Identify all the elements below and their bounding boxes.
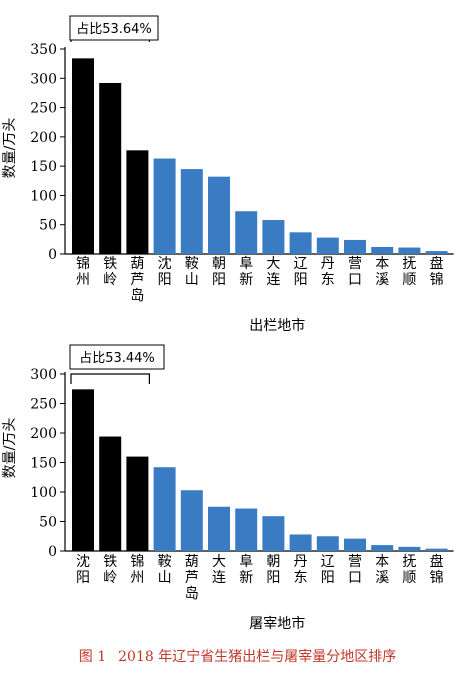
chart1-y-tick-label: 0 bbox=[48, 247, 57, 263]
chart1-bar bbox=[126, 150, 149, 254]
chart2-y-tick-label: 0 bbox=[48, 544, 57, 560]
chart1-category-label: 营口 bbox=[348, 256, 362, 288]
chart2-y-tick-label: 150 bbox=[30, 456, 57, 472]
chart1-y-tick-label: 100 bbox=[30, 188, 57, 204]
chart2-y-tick-label: 50 bbox=[39, 515, 57, 531]
chart2-y-tick-label: 100 bbox=[30, 485, 57, 501]
chart1-bar bbox=[371, 246, 394, 254]
chart2-annotation-box bbox=[69, 344, 165, 370]
chart1-category-label: 朝阳 bbox=[212, 256, 226, 288]
chart2-x-axis-label: 屠宰地市 bbox=[249, 615, 305, 632]
chart2-y-tick-label: 300 bbox=[30, 367, 57, 383]
chart1-annotation-label: 占比53.64% bbox=[76, 22, 152, 37]
chart2-bar bbox=[99, 436, 122, 551]
chart2-category-label: 辽阳 bbox=[321, 554, 335, 586]
chart1-category-label: 葫芦岛 bbox=[130, 256, 144, 304]
chart2-category-label: 葫芦岛 bbox=[185, 554, 199, 602]
chart1-category-label: 沈阳 bbox=[158, 256, 172, 288]
chart1-category-label: 大连 bbox=[266, 256, 280, 288]
chart1-bar bbox=[344, 239, 366, 254]
chart2-y-axis-label: 数量/万头 bbox=[2, 418, 18, 479]
chart2-category-label: 阜新 bbox=[239, 553, 253, 586]
chart1-y-tick-label: 250 bbox=[30, 101, 57, 117]
chart2-category-label: 朝阳 bbox=[266, 554, 280, 586]
chart1-bar bbox=[316, 237, 339, 254]
chart2-bar bbox=[398, 546, 421, 551]
chart2-category-label: 营口 bbox=[348, 554, 362, 586]
chart2-bar bbox=[316, 536, 339, 551]
chart2-category-label: 鞍山 bbox=[158, 554, 172, 586]
chart2-bar bbox=[180, 490, 203, 551]
chart1-bar bbox=[262, 220, 285, 254]
chart1-y-tick-label: 150 bbox=[30, 159, 57, 175]
chart1-bar bbox=[208, 176, 230, 254]
chart2-category-label: 沈阳 bbox=[76, 554, 90, 586]
chart1-bar bbox=[235, 211, 258, 254]
chart2-category-label: 丹东 bbox=[294, 554, 308, 586]
chart2-annotation-label: 占比53.44% bbox=[79, 351, 155, 366]
chart1-category-label: 抚顺 bbox=[402, 256, 416, 288]
chart1-annotation-box bbox=[69, 15, 159, 41]
chart2-bar bbox=[208, 506, 230, 551]
chart2-bar bbox=[425, 548, 448, 551]
chart2-category-label: 铁岭 bbox=[103, 554, 117, 586]
chart1-bar bbox=[153, 158, 176, 254]
chart1-y-tick-label: 50 bbox=[39, 218, 57, 234]
chart1-bar bbox=[289, 232, 312, 254]
chart2-bar bbox=[153, 467, 176, 551]
chart1-category-label: 阜新 bbox=[239, 255, 253, 288]
figure-caption: 图 1 2018 年辽宁省生猪出栏与屠宰量分地区排序 bbox=[0, 646, 475, 666]
chart2-category-label: 锦州 bbox=[130, 553, 144, 586]
chart2-bar bbox=[344, 538, 366, 551]
chart1-category-label: 盘锦 bbox=[430, 255, 444, 288]
chart1-category-label: 丹东 bbox=[321, 256, 335, 288]
chart1-category-label: 本溪 bbox=[375, 256, 389, 288]
caption-label: 图 1 bbox=[78, 649, 107, 665]
chart2-annotation-bracket bbox=[70, 373, 150, 384]
chart2-y-tick-label: 250 bbox=[30, 397, 57, 413]
chart2-bar bbox=[126, 456, 149, 551]
chart2-bar bbox=[72, 389, 94, 551]
chart2-bar bbox=[235, 508, 258, 551]
chart2-category-label: 盘锦 bbox=[430, 553, 444, 586]
caption-text: 2018 年辽宁省生猪出栏与屠宰量分地区排序 bbox=[118, 649, 397, 665]
chart2-category-label: 本溪 bbox=[375, 554, 389, 586]
chart2-y-tick-label: 200 bbox=[30, 426, 57, 442]
chart1-category-label: 辽阳 bbox=[294, 256, 308, 288]
chart1-y-tick-label: 350 bbox=[30, 42, 57, 58]
chart1-y-tick-label: 200 bbox=[30, 130, 57, 146]
chart2-category-label: 大连 bbox=[212, 554, 226, 586]
chart2-bar bbox=[289, 534, 312, 551]
chart1-category-label: 锦州 bbox=[76, 255, 90, 288]
chart2-bar bbox=[262, 516, 285, 551]
chart2-bar bbox=[371, 545, 394, 551]
chart1-category-label: 铁岭 bbox=[103, 256, 117, 288]
bar-charts: 050100150200250300350锦州铁岭葫芦岛沈阳鞍山朝阳阜新大连辽阳… bbox=[2, 15, 454, 632]
chart1-x-axis-label: 出栏地市 bbox=[249, 317, 305, 334]
chart1-y-axis-label: 数量/万头 bbox=[2, 118, 18, 179]
chart1-bar bbox=[72, 58, 94, 254]
chart1-bar bbox=[425, 251, 448, 254]
chart1-y-tick-label: 300 bbox=[30, 71, 57, 87]
chart2-category-label: 抚顺 bbox=[402, 554, 416, 586]
chart1-category-label: 鞍山 bbox=[185, 256, 199, 288]
chart1-bar bbox=[99, 82, 122, 254]
chart1-bar bbox=[180, 169, 203, 254]
chart1-bar bbox=[398, 247, 421, 254]
